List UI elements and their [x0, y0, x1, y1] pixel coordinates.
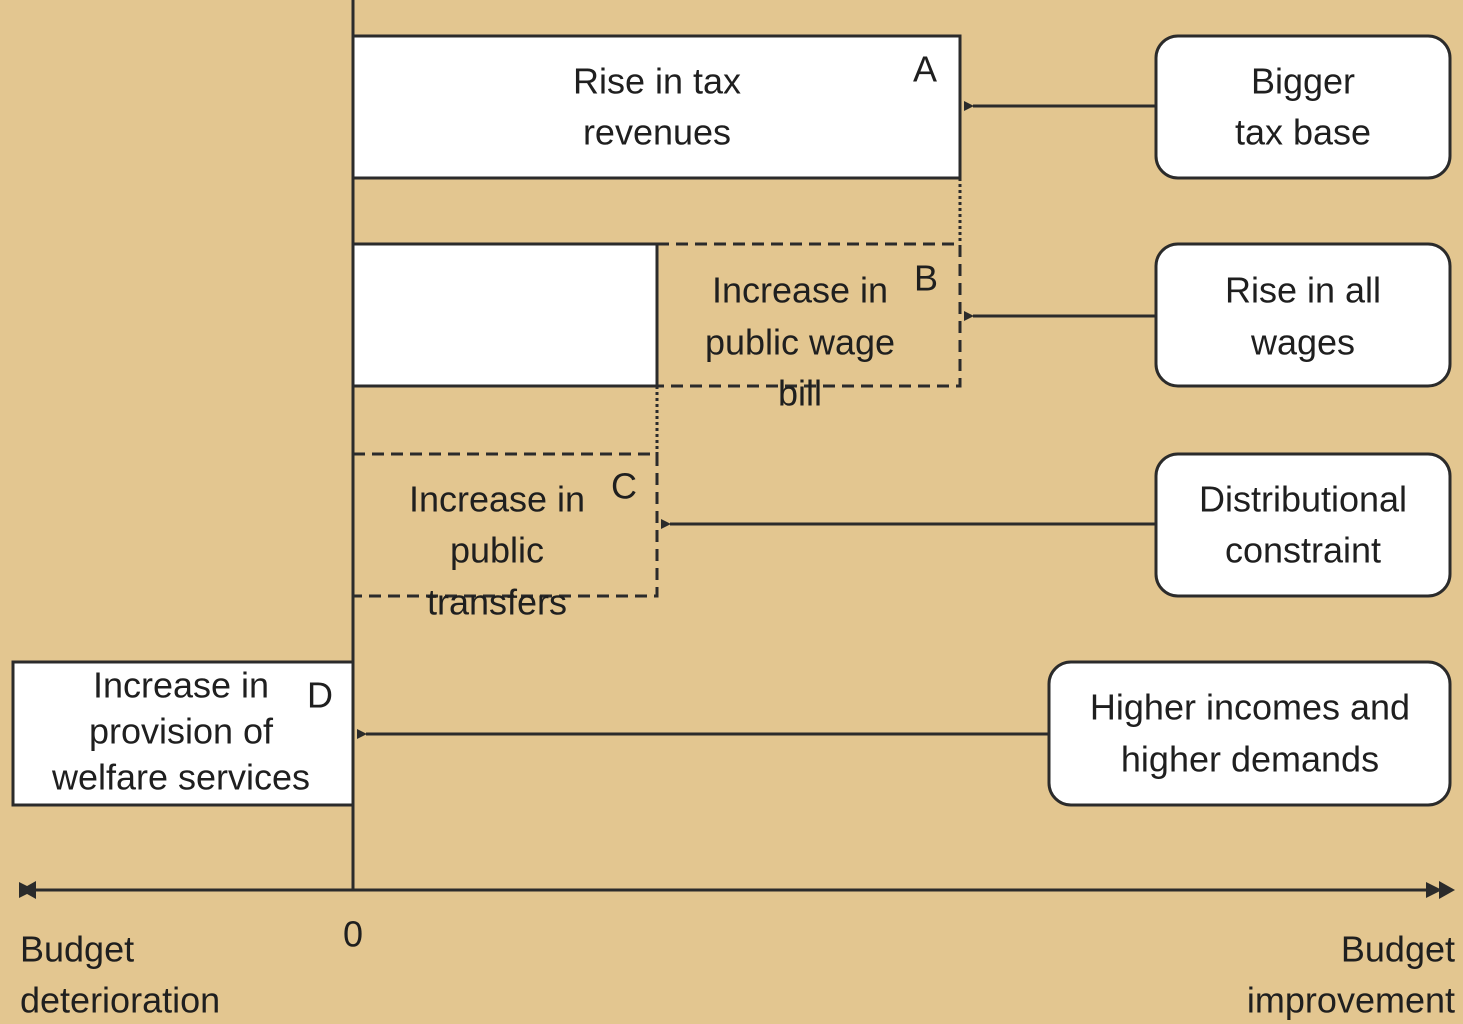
bar-text: revenues: [583, 112, 731, 153]
axis-label: Budget: [1341, 929, 1455, 970]
cause-text: constraint: [1225, 530, 1381, 571]
bar-text: transfers: [427, 582, 567, 623]
axis-label: improvement: [1247, 980, 1455, 1021]
bar-letter: C: [611, 466, 637, 507]
arrow-head: [20, 881, 36, 899]
cause-text: Bigger: [1251, 61, 1355, 102]
bar-a: [351, 34, 962, 180]
cause-box: [1047, 660, 1452, 807]
bar-text: Increase in: [409, 479, 585, 520]
cause-box: [1154, 242, 1452, 388]
bar-text: welfare services: [51, 757, 310, 798]
cause-text: Rise in all: [1225, 270, 1381, 311]
bar-letter: B: [914, 258, 938, 299]
cause-text: wages: [1250, 322, 1355, 363]
bar-text: bill: [778, 373, 822, 414]
cause-text: higher demands: [1121, 739, 1379, 780]
axis-label: Budget: [20, 929, 134, 970]
cause-box: [1154, 34, 1452, 180]
cause-text: Higher incomes and: [1090, 687, 1410, 728]
cause-box: [1154, 452, 1452, 598]
arrow-head: [1439, 881, 1455, 899]
origin-label: 0: [343, 914, 363, 955]
cause-text: tax base: [1235, 112, 1371, 153]
bar-text: public: [450, 530, 544, 571]
bar-b-increase: [655, 242, 962, 388]
bar-d: [11, 660, 355, 807]
bar-letter: D: [307, 675, 333, 716]
bar-text: Increase in: [712, 270, 888, 311]
bar-text: public wage: [705, 322, 895, 363]
axis-label: deterioration: [20, 980, 220, 1021]
bar-b: [351, 242, 659, 388]
bar-text: provision of: [89, 711, 274, 752]
bar-letter: A: [913, 49, 937, 90]
bar-text: Increase in: [93, 665, 269, 706]
cause-text: Distributional: [1199, 479, 1407, 520]
bar-text: Rise in tax: [573, 61, 741, 102]
